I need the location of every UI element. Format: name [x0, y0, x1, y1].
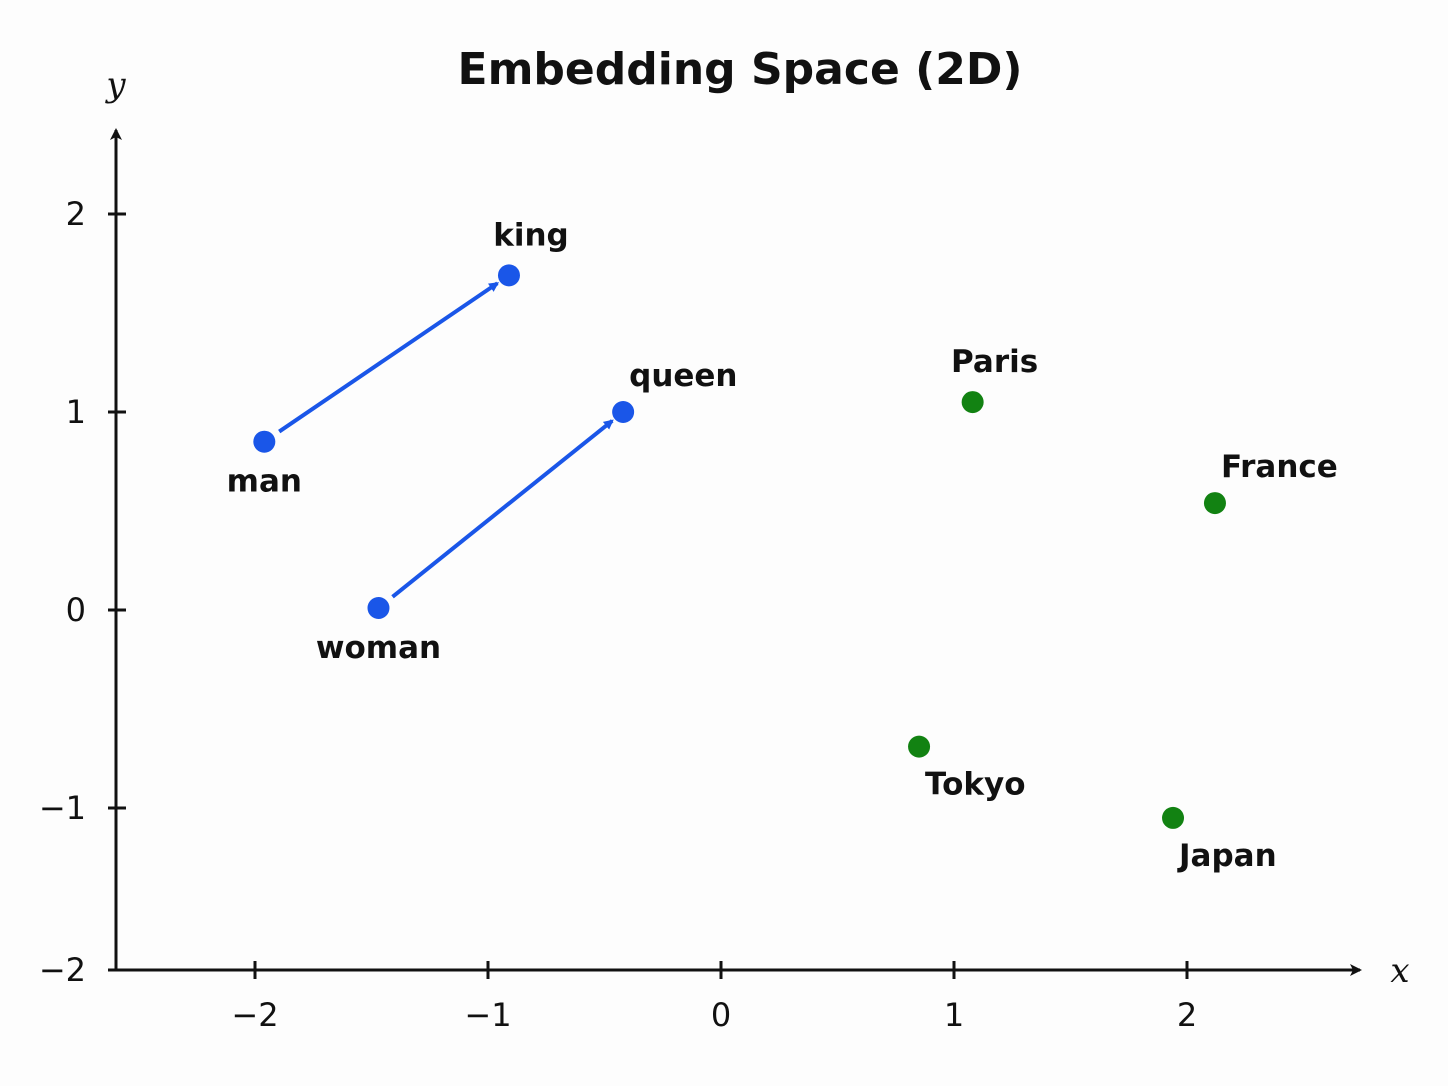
- arrows: [278, 281, 614, 599]
- y-tick-label: 0: [66, 591, 86, 629]
- x-tick-label: −1: [464, 996, 511, 1034]
- x-tick-label: −2: [231, 996, 278, 1034]
- point-label-man: man: [227, 464, 302, 500]
- point-man: [253, 430, 276, 453]
- y-tick-label: −1: [39, 789, 86, 827]
- point-label-paris: Paris: [951, 344, 1038, 380]
- point-label-king: king: [493, 217, 569, 253]
- arrow-woman-to-queen: [391, 419, 614, 599]
- x-axis-label: x: [1390, 951, 1409, 991]
- y-axis-label: y: [104, 65, 126, 105]
- point-label-tokyo: Tokyo: [925, 767, 1025, 803]
- point-paris: [961, 391, 984, 414]
- y-tick-label: 2: [66, 195, 86, 233]
- point-japan: [1162, 806, 1185, 829]
- point-queen: [612, 401, 635, 423]
- x-tick-label: 1: [944, 996, 964, 1034]
- x-tick-label: 0: [711, 996, 731, 1034]
- y-tick-label: 1: [66, 393, 86, 431]
- point-france: [1203, 492, 1226, 515]
- chart-title: Embedding Space (2D): [458, 44, 1023, 95]
- point-king: [497, 264, 520, 287]
- point-label-queen: queen: [629, 358, 737, 394]
- point-label-japan: Japan: [1177, 838, 1277, 874]
- axes: x y −2 −1 0 1 2 −2 −1 0 1 2: [39, 65, 1410, 1034]
- y-tick-label: −2: [39, 951, 86, 989]
- points: man king woman queen Paris France Tokyo Japan: [227, 217, 1338, 874]
- point-label-france: France: [1221, 449, 1338, 485]
- arrow-man-to-king: [278, 281, 500, 434]
- point-woman: [367, 597, 390, 620]
- point-label-woman: woman: [316, 630, 441, 666]
- x-tick-label: 2: [1177, 996, 1197, 1034]
- point-tokyo: [908, 735, 931, 758]
